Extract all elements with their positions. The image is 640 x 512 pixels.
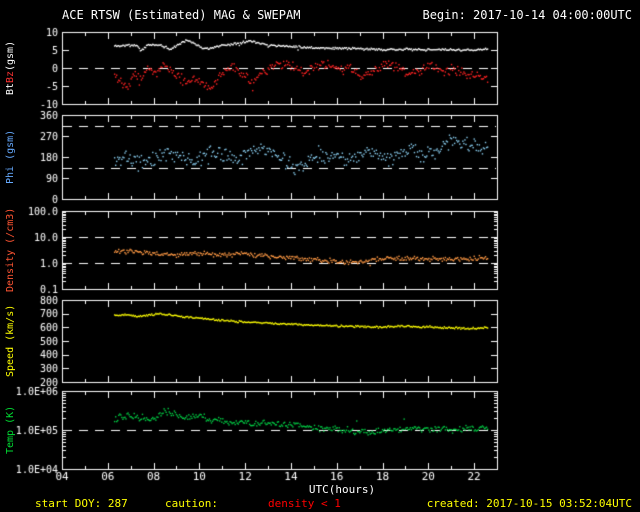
y-axis-label-density: Density (/cm3) — [1, 207, 21, 293]
caution-value-text: density < 1 — [268, 497, 341, 510]
y-axis-label-phi: Phi (gsm) — [1, 115, 21, 199]
y-axis-label-speed: Speed (km/s) — [1, 300, 21, 382]
plot-title: ACE RTSW (Estimated) MAG & SWEPAM — [62, 8, 301, 22]
y-axis-label-part: Speed (km/s) — [5, 304, 16, 378]
y-axis-label-part: Temp (K) — [5, 405, 16, 455]
y-axis-label-part: (gsm) — [5, 40, 16, 72]
y-axis-label-temp: Temp (K) — [1, 391, 21, 469]
y-axis-label-part: Bz — [5, 71, 16, 84]
caution-label: caution: — [165, 497, 218, 510]
y-axis-label-part: Phi (gsm) — [5, 129, 16, 185]
status-bar: start DOY: 287 caution: density < 1 crea… — [0, 497, 640, 511]
x-axis-label: UTC(hours) — [308, 483, 376, 496]
created-timestamp: created: 2017-10-15 03:52:04UTC — [426, 497, 632, 510]
y-axis-label-bt-bz: Bt Bz (gsm) — [1, 32, 21, 104]
y-axis-label-part: Bt — [5, 83, 16, 96]
plot-begin-timestamp: Begin: 2017-10-14 04:00:00UTC — [422, 8, 632, 22]
start-doy-label: start DOY: 287 — [35, 497, 128, 510]
y-axis-label-part: Density (/cm3) — [5, 207, 16, 293]
